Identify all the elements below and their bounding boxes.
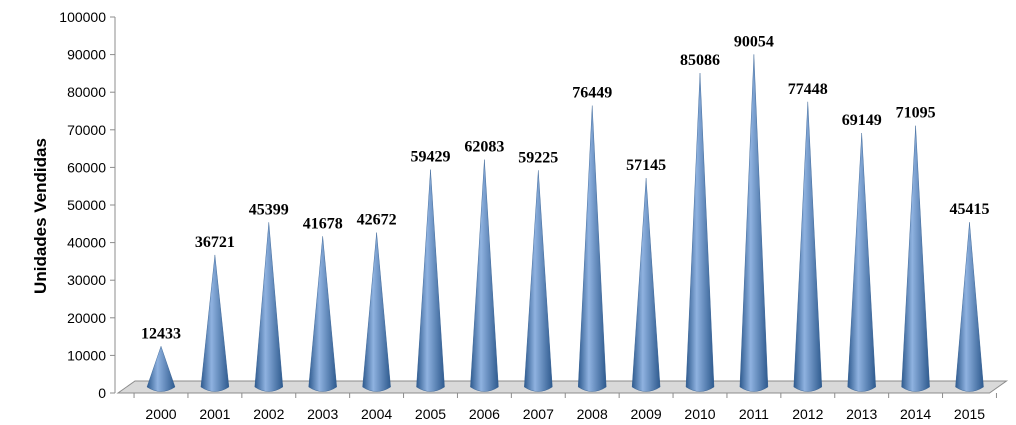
cone-bar [416,169,445,392]
cone-body [524,170,553,392]
data-label: 41678 [303,215,343,232]
cone-body [631,178,661,392]
y-tick-label: 0 [98,385,106,401]
x-tick-label: 2007 [523,406,554,422]
cone-body [739,54,769,392]
data-label: 42672 [357,212,397,229]
y-tick-label: 90000 [67,47,106,63]
data-label: 57145 [626,157,666,174]
cone-bar [362,232,391,392]
y-axis: 0 10000 20000 30000 40000 50000 60000 70000 8000… [59,9,116,401]
data-label: 85086 [680,52,720,69]
x-tick-label: 2005 [415,406,446,422]
x-tick-label: 2006 [469,406,500,422]
data-label: 59429 [411,149,451,166]
cone-bar [577,105,607,392]
cone-bar [146,345,176,392]
cone-bar [524,170,553,392]
cone-body [416,169,445,392]
x-tick-label: 2015 [954,406,985,422]
x-tick-label: 2008 [577,406,608,422]
y-tick-label: 30000 [67,272,106,288]
cone-bar [254,222,284,392]
cone-body [847,132,876,392]
cone-body [200,254,230,392]
cone-bar [739,54,769,392]
cone-bar [901,125,930,392]
x-tick-label: 2012 [792,406,823,422]
cone-bar [308,236,337,392]
data-label: 45415 [950,201,990,218]
cone-body [308,236,337,392]
cone-bar [847,132,876,392]
y-tick-label: 10000 [67,347,106,363]
data-label: 90054 [734,33,774,50]
cone-body [362,232,391,392]
y-tick-label: 20000 [67,310,106,326]
y-tick-label: 40000 [67,235,106,251]
y-axis-title: Unidades Vendidas [31,138,50,294]
cone-bar [793,101,823,392]
y-tick-label: 60000 [67,159,106,175]
floor-plane [116,380,1009,394]
x-tick-label: 2010 [684,406,715,422]
x-tick-label: 2011 [739,406,769,422]
y-tick-label: 80000 [67,84,106,100]
data-label: 36721 [195,234,235,251]
cone-body [254,222,284,392]
cone-body [470,159,499,392]
x-tick-label: 2002 [253,406,284,422]
cone-bar [470,159,499,392]
data-labels: 12433 36721 45399 41678 42672 59429 62083 59225… [141,33,990,342]
cone-bar [685,73,715,392]
x-tick-label: 2004 [361,406,392,422]
y-tick-label: 70000 [67,122,106,138]
cone-body [901,125,930,392]
x-tick-label: 2013 [846,406,877,422]
data-label: 62083 [464,139,504,156]
data-label: 77448 [788,81,828,98]
cone-bar [955,222,984,392]
x-axis-ticks: 2000 2001 2002 2003 2004 2005 2006 2007 2008 2009… [133,393,997,422]
data-label: 45399 [249,201,289,218]
x-tick-label: 2009 [631,406,662,422]
cone-body [146,345,176,392]
data-label: 59225 [518,149,558,166]
x-tick-label: 2000 [145,406,176,422]
cone-body [685,73,715,392]
x-tick-label: 2014 [900,406,931,422]
cone-body [955,222,984,392]
cone-body [793,101,823,392]
x-tick-label: 2001 [199,406,230,422]
data-label: 12433 [141,325,181,342]
cone-bar [200,254,230,392]
y-tick-label: 50000 [67,197,106,213]
y-tick-label: 100000 [59,9,106,25]
data-label: 76449 [572,85,612,102]
cones [146,54,984,392]
data-label: 69149 [842,112,882,129]
cone-body [577,105,607,392]
data-label: 71095 [896,105,936,122]
cone-bar [631,178,661,392]
x-tick-label: 2003 [307,406,338,422]
chart-floor [116,380,1009,394]
